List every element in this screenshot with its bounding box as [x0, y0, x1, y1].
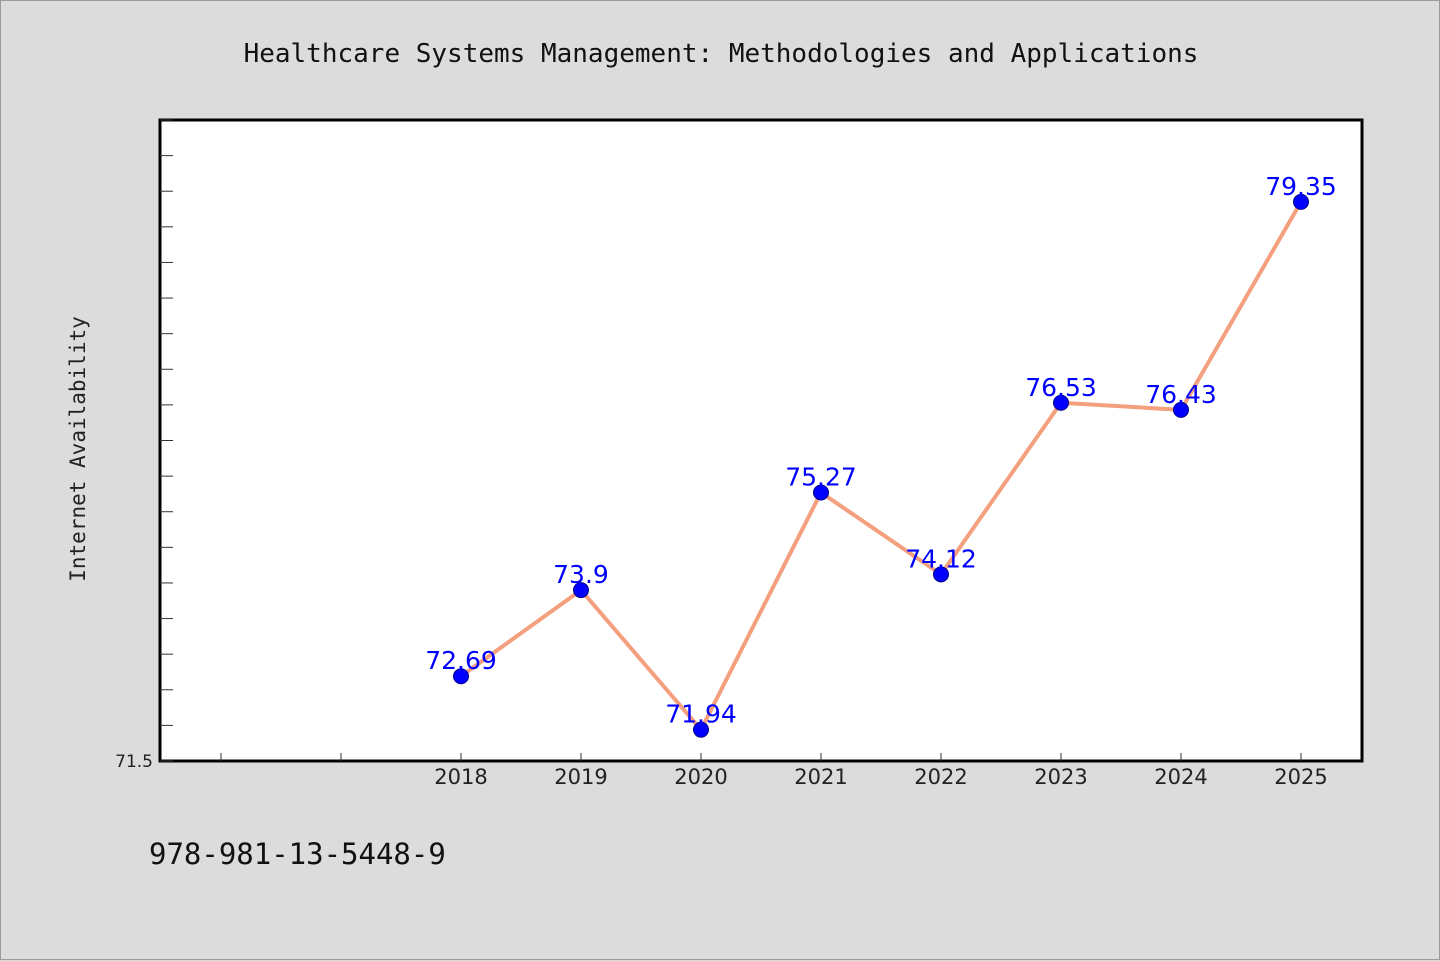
data-label: 75.27 [785, 462, 857, 491]
series-line-segment [579, 588, 703, 732]
x-tick-label: 2024 [1154, 765, 1207, 789]
chart-title: Healthcare Systems Management: Methodolo… [244, 39, 1199, 69]
data-point-marker [693, 721, 709, 738]
x-axis-tick-labels: 2018 2019 2020 2021 2022 2023 2024 2025 [434, 765, 1327, 789]
y-minor-ticks [160, 119, 173, 762]
data-label: 72.69 [425, 646, 497, 675]
y-axis-tick-labels: 71.5 [115, 752, 153, 772]
x-tick-label: 2021 [794, 765, 847, 789]
series-lines [459, 199, 1303, 732]
x-tick-label: 2025 [1274, 765, 1327, 789]
series-line-segment [819, 490, 943, 577]
data-labels: 72.69 73.9 71.94 75.27 74.12 76.53 76.43 79.35 [425, 172, 1337, 729]
data-label: 76.53 [1025, 373, 1097, 402]
data-point-marker [813, 484, 829, 501]
data-label: 74.12 [905, 544, 977, 573]
data-point-marker [453, 668, 469, 685]
data-label: 76.43 [1145, 380, 1217, 409]
data-label: 71.94 [665, 700, 737, 729]
data-point-marker [573, 582, 589, 599]
x-tick-label: 2022 [914, 765, 967, 789]
x-tick-label: 2020 [674, 765, 727, 789]
data-label: 73.9 [553, 560, 609, 589]
series-line-segment [699, 490, 823, 732]
data-label: 79.35 [1265, 172, 1337, 201]
data-point-marker [1293, 193, 1309, 210]
data-point-marker [1053, 394, 1069, 411]
plot-area [158, 118, 1364, 763]
x-axis-ticks [220, 753, 1302, 761]
series-markers [453, 193, 1309, 738]
series-line-segment [1179, 199, 1303, 412]
y-axis-label: Internet Availability [66, 316, 90, 582]
series-line-segment [1059, 400, 1183, 412]
x-tick-label: 2019 [554, 765, 607, 789]
y-tick-label: 71.5 [115, 752, 153, 772]
data-point-marker [933, 566, 949, 583]
series-line-segment [459, 588, 583, 679]
x-tick-label: 2023 [1034, 765, 1087, 789]
data-point-marker [1173, 401, 1189, 418]
series-line-segment [939, 400, 1063, 577]
x-tick-label: 2018 [434, 765, 487, 789]
isbn-footer: 978-981-13-5448-9 [149, 837, 446, 871]
